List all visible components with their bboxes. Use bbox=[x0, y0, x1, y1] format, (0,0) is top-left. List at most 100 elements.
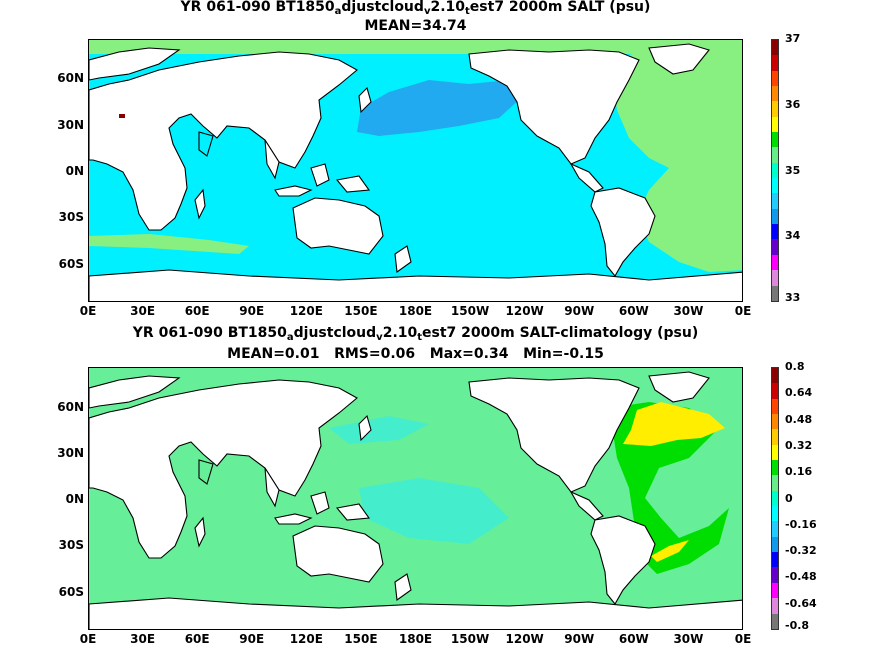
panel1-title-sub: t bbox=[465, 6, 470, 17]
panel2-title-sub: v bbox=[376, 332, 383, 343]
colorbar-segment bbox=[772, 582, 778, 599]
colorbar-segment bbox=[772, 490, 778, 507]
panel2-title-text: 2.10 bbox=[382, 325, 418, 341]
lon-tick-label: 60W bbox=[618, 304, 649, 318]
colorbar-segment bbox=[772, 460, 778, 476]
colorbar-segment bbox=[772, 178, 778, 194]
southern-band bbox=[89, 234, 249, 254]
lon-tick-label: 0E bbox=[79, 304, 97, 318]
lon-tick-label: 120E bbox=[289, 304, 323, 318]
colorbar-tick-label: -0.64 bbox=[785, 596, 817, 610]
colorbar-segment bbox=[772, 444, 778, 461]
lon-tick-label: 120W bbox=[505, 304, 544, 318]
colorbar-segment bbox=[772, 193, 778, 209]
colorbar-tick-label: 0.16 bbox=[785, 465, 813, 479]
lon-tick-label: 60E bbox=[184, 304, 210, 318]
panel1-map bbox=[88, 39, 743, 302]
panel1-lat-label: 30N bbox=[57, 118, 84, 132]
colorbar-tick-label: -0.8 bbox=[785, 619, 810, 632]
panel1-lat-label: 30S bbox=[58, 210, 84, 224]
colorbar-segment bbox=[772, 536, 778, 553]
panel1-lat-label: 60N bbox=[57, 71, 84, 85]
colorbar-tick-label: -0.16 bbox=[785, 517, 817, 531]
lon-tick-label: 90E bbox=[239, 632, 265, 646]
colorbar-segment bbox=[772, 598, 778, 614]
colorbar-segment bbox=[772, 224, 778, 240]
colorbar-segment bbox=[772, 208, 778, 225]
colorbar-segment bbox=[772, 414, 778, 430]
colorbar-segment bbox=[772, 147, 778, 163]
panel2-map bbox=[88, 367, 743, 630]
colorbar-segment bbox=[772, 383, 778, 399]
colorbar-tick-label: -0.48 bbox=[785, 570, 817, 584]
pacific-cyan-patch bbox=[359, 478, 509, 544]
colorbar-segment bbox=[772, 254, 778, 271]
lon-tick-label: 30W bbox=[673, 304, 704, 318]
panel1-title-text: YR 061-090 BT1850 bbox=[180, 0, 335, 15]
panel2-lat-label: 30S bbox=[58, 538, 84, 552]
north-atlantic-yellow-anomaly bbox=[623, 402, 725, 446]
colorbar-segment bbox=[772, 475, 778, 491]
lon-tick-label: 150W bbox=[450, 304, 490, 318]
panel2-lat-label: 30N bbox=[57, 446, 84, 460]
panel2-title-text: djustcloud bbox=[293, 325, 377, 341]
lon-tick-label: 90W bbox=[564, 304, 595, 318]
mediterranean-high-salinity bbox=[119, 114, 125, 118]
panel1-map-canvas bbox=[89, 40, 742, 301]
colorbar-segment bbox=[772, 270, 778, 286]
colorbar-tick-label: 0.8 bbox=[785, 360, 805, 373]
panel2-lat-label: 60N bbox=[57, 400, 84, 414]
lon-tick-label: 0E bbox=[734, 632, 752, 646]
panel1-colorbar bbox=[771, 39, 779, 302]
panel1-title-sub: a bbox=[334, 6, 342, 17]
lon-tick-label: 90E bbox=[239, 304, 265, 318]
lon-tick-label: 90W bbox=[564, 632, 595, 646]
colorbar-segment bbox=[772, 55, 778, 71]
colorbar-segment bbox=[772, 285, 778, 301]
colorbar-tick-label: 36 bbox=[785, 97, 801, 111]
lon-tick-label: 180E bbox=[398, 304, 433, 318]
lon-tick-label: 60W bbox=[618, 632, 649, 646]
lon-tick-label: 180E bbox=[398, 632, 433, 646]
colorbar-segment bbox=[772, 70, 778, 87]
arctic-band bbox=[89, 40, 742, 54]
panel2-colorbar bbox=[771, 367, 779, 630]
colorbar-segment bbox=[772, 552, 778, 568]
colorbar-tick-label: 35 bbox=[785, 163, 801, 177]
colorbar-segment bbox=[772, 368, 778, 384]
colorbar-segment bbox=[772, 506, 778, 522]
lon-tick-label: 150W bbox=[450, 632, 490, 646]
panel2-lat-label: 0N bbox=[65, 492, 84, 506]
north-pacific-low-salinity bbox=[357, 80, 521, 136]
panel2-title-text: est7 2000m SALT-climatology (psu) bbox=[422, 325, 699, 341]
south-atlantic-yellow-anomaly bbox=[651, 540, 689, 562]
arctic-band bbox=[89, 368, 742, 380]
colorbar-segment bbox=[772, 429, 778, 445]
lon-tick-label: 150E bbox=[344, 632, 378, 646]
panel2-title-text: YR 061-090 BT1850 bbox=[132, 325, 287, 341]
land-masses bbox=[89, 43, 742, 301]
panel2-map-canvas bbox=[89, 368, 742, 629]
panel1-lat-label: 0N bbox=[65, 164, 84, 178]
panel2-title-sub: a bbox=[286, 332, 294, 343]
colorbar-segment bbox=[772, 162, 778, 179]
colorbar-segment bbox=[772, 239, 778, 255]
panel2-title: YR 061-090 BT1850adjustcloudv2.10test7 2… bbox=[88, 325, 743, 343]
pacific-cyan-patch bbox=[329, 416, 429, 444]
colorbar-segment bbox=[772, 521, 778, 537]
colorbar-tick-label: -0.32 bbox=[785, 544, 817, 558]
colorbar-tick-label: 33 bbox=[785, 291, 801, 304]
colorbar-tick-label: 0.32 bbox=[785, 438, 813, 452]
land-masses bbox=[89, 371, 742, 629]
lon-tick-label: 60E bbox=[184, 632, 210, 646]
colorbar-segment bbox=[772, 613, 778, 629]
panel2-lat-label: 60S bbox=[58, 585, 84, 599]
colorbar-tick-label: 0.48 bbox=[785, 412, 813, 426]
colorbar-tick-label: 34 bbox=[785, 229, 801, 243]
lon-tick-label: 30E bbox=[130, 632, 156, 646]
panel1-title-text: est7 2000m SALT (psu) bbox=[469, 0, 651, 15]
panel1-title-text: djustcloud bbox=[341, 0, 424, 15]
panel2-title-sub: t bbox=[417, 332, 423, 343]
colorbar-tick-label: 0.64 bbox=[785, 386, 813, 400]
colorbar-segment bbox=[772, 116, 778, 133]
